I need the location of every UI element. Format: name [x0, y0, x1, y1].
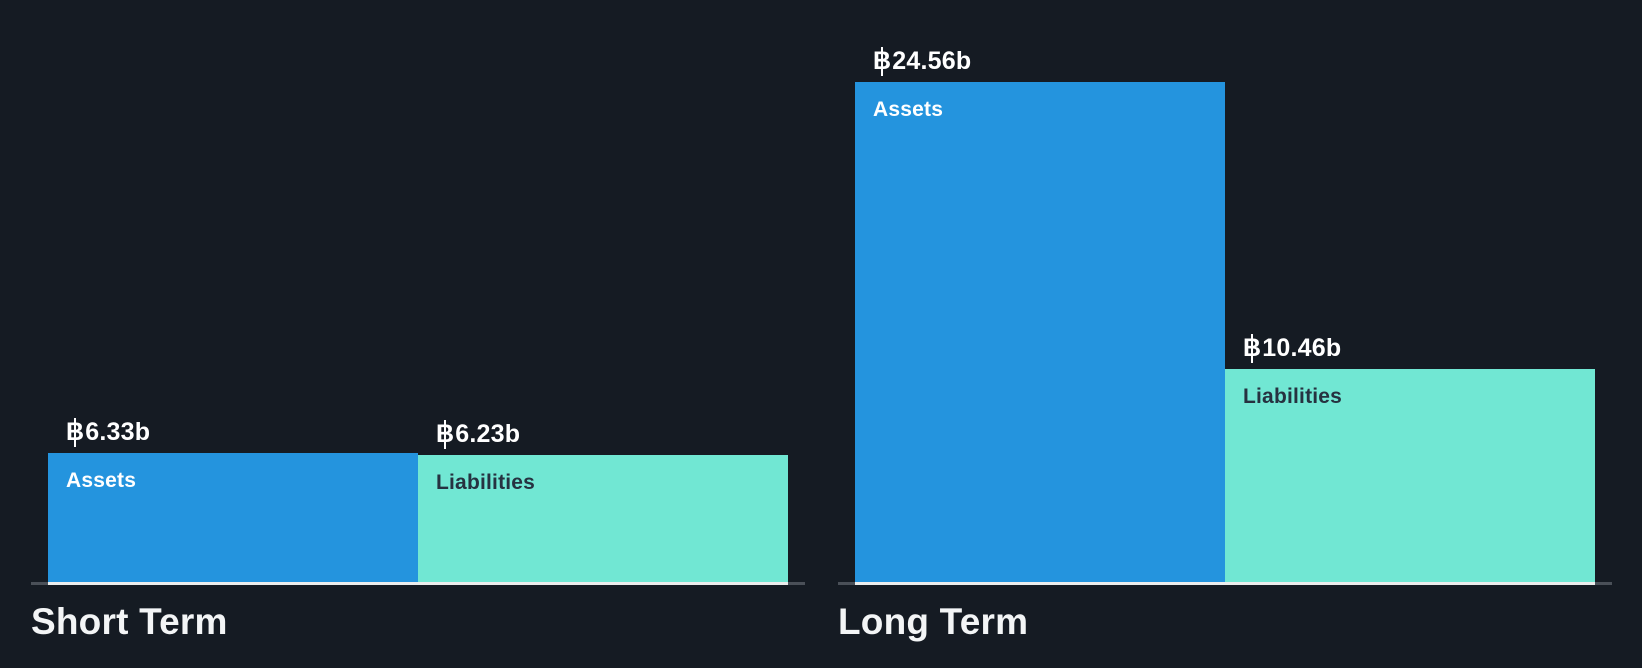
long-term-title: Long Term	[838, 601, 1029, 642]
long-term-axis-line	[838, 582, 1612, 585]
long-term-assets-column: B24.56b Assets	[855, 0, 1225, 582]
short-term-assets-value-number: 6.33b	[85, 418, 151, 446]
long-term-liabilities-value-number: 10.46b	[1262, 334, 1342, 362]
long-term-liabilities-value-label: B10.46b	[1243, 334, 1342, 363]
long-term-assets-value-number: 24.56b	[892, 47, 972, 75]
long-term-assets-bar-label: Assets	[873, 98, 944, 121]
short-term-assets-value-label: B6.33b	[66, 418, 151, 447]
short-term-chart: B6.33b Assets B6.23b Liabilities Short Term	[31, 0, 805, 644]
long-term-liabilities-column: B10.46b Liabilities	[1225, 0, 1595, 582]
short-term-title: Short Term	[31, 601, 228, 642]
baht-currency-symbol: B	[66, 418, 85, 447]
baht-currency-symbol: B	[436, 420, 455, 449]
financial-position-charts: B6.33b Assets B6.23b Liabilities Short Term…	[31, 0, 1612, 644]
long-term-assets-value-label: B24.56b	[873, 47, 972, 76]
short-term-axis-highlight	[48, 582, 788, 585]
short-term-liabilities-bar-label: Liabilities	[436, 471, 536, 494]
baht-currency-symbol: B	[873, 47, 892, 76]
short-term-liabilities-bar[interactable]: Liabilities	[418, 455, 788, 582]
short-term-plot-area: B6.33b Assets B6.23b Liabilities	[31, 0, 805, 582]
short-term-assets-bar[interactable]: Assets	[48, 453, 418, 582]
short-term-assets-bar-label: Assets	[66, 469, 137, 492]
short-term-assets-column: B6.33b Assets	[48, 0, 418, 582]
long-term-assets-bar[interactable]: Assets	[855, 82, 1225, 582]
long-term-liabilities-bar[interactable]: Liabilities	[1225, 369, 1595, 582]
short-term-liabilities-column: B6.23b Liabilities	[418, 0, 788, 582]
long-term-axis-highlight	[855, 582, 1595, 585]
baht-currency-symbol: B	[1243, 334, 1262, 363]
long-term-chart: B24.56b Assets B10.46b Liabilities Long Ter…	[838, 0, 1612, 644]
short-term-liabilities-value-number: 6.23b	[455, 420, 521, 448]
short-term-axis-line	[31, 582, 805, 585]
short-term-liabilities-value-label: B6.23b	[436, 420, 521, 449]
long-term-liabilities-bar-label: Liabilities	[1243, 385, 1343, 408]
long-term-plot-area: B24.56b Assets B10.46b Liabilities	[838, 0, 1612, 582]
